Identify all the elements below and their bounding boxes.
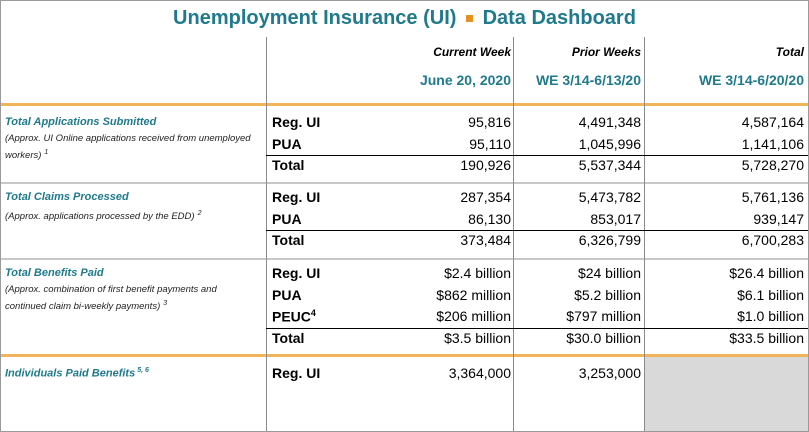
cell-value: 3,364,000 <box>448 365 511 381</box>
note-text: (Approx. combination of first benefit pa… <box>5 284 217 313</box>
cell-value: 4,491,348 <box>578 114 641 130</box>
section-title: Individuals Paid Benefits 5, 6 <box>5 367 149 380</box>
row-type: Reg. UI <box>272 189 320 205</box>
section-note: (Approx. applications processed by the E… <box>5 207 255 224</box>
cell-value: 95,110 <box>469 135 511 152</box>
row-type: Reg. UI <box>272 365 320 381</box>
cell-value: 5,761,136 <box>741 189 804 205</box>
row-type-text: PEUC <box>272 308 311 325</box>
row-type-text: PUA <box>272 210 302 227</box>
column-date: WE 3/14-6/13/20 <box>535 72 641 88</box>
cell-value: $5.2 billion <box>574 286 641 303</box>
section-title: Total Applications Submitted <box>5 116 156 128</box>
cell-value: 1,045,996 <box>578 135 641 152</box>
row-type: PUA <box>272 211 302 227</box>
row-type: Reg. UI <box>272 265 320 281</box>
section-note: (Approx. UI Online applications received… <box>5 132 255 163</box>
footnote-ref: 2 <box>197 210 202 217</box>
row-type-text: PUA <box>272 135 302 152</box>
section-title-text: Total Applications Submitted <box>5 116 157 128</box>
cell-value: $2.4 billion <box>444 265 511 281</box>
column-line <box>266 37 267 431</box>
row-type: Total <box>272 232 304 248</box>
cell-value: 5,473,782 <box>578 189 641 205</box>
cell-value: $3.5 billion <box>444 329 511 346</box>
cell-value: $1.0 billion <box>737 308 804 324</box>
cell-value: $862 million <box>436 286 511 303</box>
cell-value: $30.0 billion <box>566 329 641 346</box>
row-type-text: Reg. UI <box>272 265 321 281</box>
cell-value: 853,017 <box>590 210 641 227</box>
rule <box>1 103 808 106</box>
row-type-text: Total <box>272 157 305 173</box>
cell-value: $24 billion <box>577 265 641 281</box>
cell-value: 939,147 <box>753 210 804 227</box>
cell-value: 86,130 <box>468 210 511 227</box>
column-date: WE 3/14-6/20/20 <box>698 72 804 88</box>
row-type: PUA <box>272 136 302 152</box>
cell-value: $206 million <box>436 308 511 324</box>
cell-value: $6.1 billion <box>737 286 804 303</box>
row-type: Reg. UI <box>272 114 320 130</box>
rule <box>1 354 808 357</box>
footnote-ref: 3 <box>163 300 168 307</box>
note-text: (Approx. UI Online applications received… <box>5 133 251 162</box>
footnote-ref: 1 <box>44 149 49 156</box>
row-type: PEUC4 <box>272 308 316 325</box>
cell-value: 373,484 <box>460 232 511 248</box>
row-type: PUA <box>272 287 302 303</box>
cell-value: 95,816 <box>468 114 511 130</box>
note-text: (Approx. applications processed by the E… <box>5 211 195 223</box>
section-title-text: Total Claims Processed <box>5 191 129 203</box>
section-title: Total Claims Processed <box>5 191 129 203</box>
row-type-text: Total <box>272 232 305 248</box>
column-label: Total <box>775 45 804 59</box>
cell-value: 287,354 <box>460 189 511 205</box>
footnote-ref: 5, 6 <box>137 367 149 374</box>
cell-value: 6,326,799 <box>578 232 641 248</box>
title-row: Unemployment Insurance (UI) Data Dashboa… <box>1 7 808 30</box>
footnote-ref: 4 <box>310 308 316 318</box>
cell-value: 3,253,000 <box>578 365 641 381</box>
total-rule <box>266 155 808 156</box>
rule <box>1 182 808 184</box>
column-label: Current Week <box>433 45 511 59</box>
rule <box>1 258 808 260</box>
row-type: Total <box>272 157 304 173</box>
column-date: June 20, 2020 <box>419 72 511 88</box>
cell-value: $33.5 billion <box>729 329 804 346</box>
shaded-cell <box>645 357 808 431</box>
section-title-text: Total Benefits Paid <box>5 267 104 279</box>
row-type-text: Reg. UI <box>272 189 321 205</box>
column-label: Prior Weeks <box>571 45 641 59</box>
cell-value: 5,537,344 <box>578 157 641 173</box>
row-type-text: Total <box>272 329 305 346</box>
section-note: (Approx. combination of first benefit pa… <box>5 283 255 314</box>
row-type-text: Reg. UI <box>272 365 321 381</box>
title-right: Data Dashboard <box>482 7 636 29</box>
column-line <box>644 37 645 431</box>
cell-value: 4,587,164 <box>741 114 804 130</box>
row-type-text: PUA <box>272 286 302 303</box>
cell-value: 5,728,270 <box>741 157 804 173</box>
cell-value: 1,141,106 <box>741 135 804 152</box>
total-rule <box>266 230 808 231</box>
section-title-text: Individuals Paid Benefits <box>5 367 136 380</box>
row-type: Total <box>272 330 304 346</box>
cell-value: 6,700,283 <box>741 232 804 248</box>
section-title: Total Benefits Paid <box>5 267 104 279</box>
title-left: Unemployment Insurance (UI) <box>173 7 457 29</box>
row-type-text: Reg. UI <box>272 114 321 130</box>
column-line <box>513 37 514 431</box>
title-separator <box>466 15 473 23</box>
cell-value: 190,926 <box>460 157 511 173</box>
total-rule <box>266 327 808 329</box>
cell-value: $26.4 billion <box>729 265 804 281</box>
cell-value: $797 million <box>566 308 641 324</box>
